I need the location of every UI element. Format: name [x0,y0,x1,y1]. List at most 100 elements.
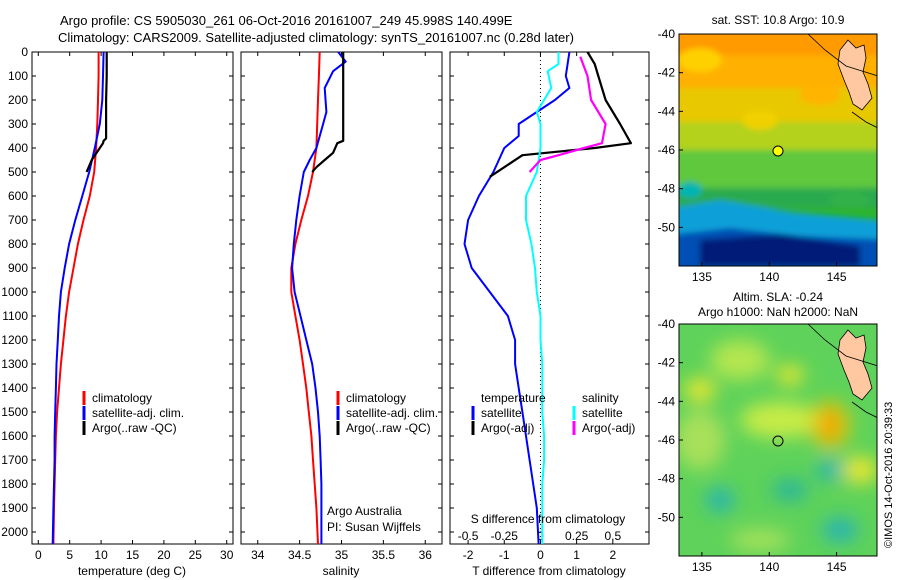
legend-label-sal-satellite: satellite [582,406,623,420]
top-x-tick-label: 0.25 [565,529,589,543]
depth-tick-label: 700 [8,213,28,227]
series-line [291,51,347,544]
series-line [85,52,108,173]
lat-tick-label: -50 [658,510,676,524]
depth-tick-label: 1200 [1,333,28,347]
legend-label-argo: Argo(..raw -QC) [92,421,177,435]
depth-tick-label: 1100 [2,309,28,323]
x-tick-label: 0 [537,548,544,562]
x-tick-label: 5 [66,548,73,562]
x-tick-label: -2 [463,548,474,562]
series-line [51,51,105,545]
series-line [525,52,560,544]
legend-label-temp-argo: Argo(-adj) [481,421,534,435]
depth-tick-label: 400 [8,141,28,155]
legend-label-satellite: satellite-adj. clim. [92,406,184,420]
salinity-axes-frame [240,51,443,545]
argo-location-marker [772,145,784,157]
sst-map: sat. SST: 10.8 Argo: 10.9 [658,13,878,284]
lon-tick-label: 135 [692,560,712,574]
sla-map-title2: Argo h1000: NaN h2000: NaN [698,305,858,319]
s-difference-axis: -0.5-0.2500.250.5 [458,529,622,543]
difference-legend: temperature satellite Argo(-adj) salinit… [471,391,635,435]
lat-tick-label: -40 [658,27,676,41]
lat-tick-label: -48 [658,182,676,196]
lat-tick-label: -42 [658,356,676,370]
salinity-profile-lines [290,51,347,545]
x-tick-label: 36 [419,548,433,562]
top-x-tick-label: -0.25 [491,529,519,543]
x-tick-label: 20 [157,548,171,562]
lat-tick-label: -40 [658,317,676,331]
timestamp: ©IMOS 14-Oct-2016 20:39:33 [883,402,895,548]
lat-tick-label: -46 [658,433,676,447]
x-tick-label: 35.5 [372,548,396,562]
s-difference-axis-label: S difference from climatology [471,512,626,526]
x-tick-label: 34 [251,548,265,562]
difference-lines [463,51,633,545]
x-tick-label: 1 [573,548,580,562]
lon-tick-label: 145 [827,560,847,574]
x-tick-label: 30 [220,548,234,562]
lon-tick-label: 135 [692,270,712,284]
depth-tick-label: 300 [8,117,28,131]
temperature-profile-lines [51,51,108,545]
lon-tick-label: 140 [759,270,779,284]
lat-tick-label: -50 [658,220,676,234]
legend-label-temp-satellite: satellite [481,406,522,420]
credit-line2: PI: Susan Wijffels [327,520,421,534]
salinity-panel: 34 34.5 35 35.5 36 salinity climatology sate… [240,51,443,578]
lon-tick-label: 140 [759,560,779,574]
temperature-panel: 0100200300400500600700800900100011001200… [1,45,233,578]
sst-lat-axis: -40 -42 -44 -46 -48 -50 [658,27,683,234]
depth-tick-label: 0 [21,45,28,59]
series-line [311,52,345,173]
sla-map-title1: Altim. SLA: -0.24 [733,290,823,304]
t-difference-axis-label: T difference from climatology [472,564,626,578]
depth-tick-label: 1400 [1,381,28,395]
land-tasmania [837,329,873,401]
legend-label-climatology: climatology [346,391,406,405]
temperature-axis-label: temperature (deg C) [78,564,186,578]
salinity-legend: climatology satellite-adj. clim. Argo(..… [336,391,438,435]
depth-axis: 0 100 200 300 400 500 600 700 800 900 1000 1100 1200… [1,45,233,539]
legend-title-temperature: temperature [481,391,546,405]
depth-tick-label: 1600 [1,429,28,443]
x-tick-label: 35 [335,548,349,562]
sst-map-title: sat. SST: 10.8 Argo: 10.9 [712,13,845,27]
credit-line1: Argo Australia [327,504,402,518]
figure-title-line1: Argo profile: CS 5905030_261 06-Oct-2016… [60,13,513,28]
depth-tick-label: 1800 [1,477,28,491]
salinity-axis-label: salinity [323,564,360,578]
salinity-axis: 34 34.5 35 35.5 36 [251,52,432,562]
temperature-axes-frame [31,51,234,545]
figure-title-line2: Climatology: CARS2009. Satellite-adjuste… [58,30,574,45]
series-line [463,51,571,545]
legend-label-argo: Argo(..raw -QC) [346,421,431,435]
lat-tick-label: -42 [658,66,676,80]
series-line [528,56,607,173]
top-x-tick-label: 0.5 [604,529,621,543]
t-difference-axis: -2 -1 0 1 2 [463,52,616,562]
salinity-depth-ticks [241,51,442,533]
temperature-legend: climatology satellite-adj. clim. Argo(..… [82,391,184,435]
x-tick-label: 2 [609,548,616,562]
difference-axes-frame [449,51,650,545]
depth-tick-label: 1500 [1,405,28,419]
depth-tick-label: 1000 [1,285,28,299]
temperature-axis: 0 5 10 15 20 25 30 [35,52,234,562]
x-tick-label: 0 [35,548,42,562]
top-x-tick-label: -0.5 [458,529,479,543]
argo-location-marker [772,435,784,447]
sla-lon-axis: 135 140 145 [692,552,847,574]
sla-map: Altim. SLA: -0.24 Argo h1000: NaN h2000:… [658,290,878,574]
difference-panel: -2 -1 0 1 2 -0.5 -0.25 0 0.25 0.5 T difference f… [449,51,650,578]
series-line [489,51,633,178]
x-tick-label: -1 [499,548,510,562]
sst-lon-axis: 135 140 145 [692,262,847,284]
x-tick-label: 10 [94,548,108,562]
x-tick-label: 25 [189,548,203,562]
depth-tick-label: 1300 [1,357,28,371]
